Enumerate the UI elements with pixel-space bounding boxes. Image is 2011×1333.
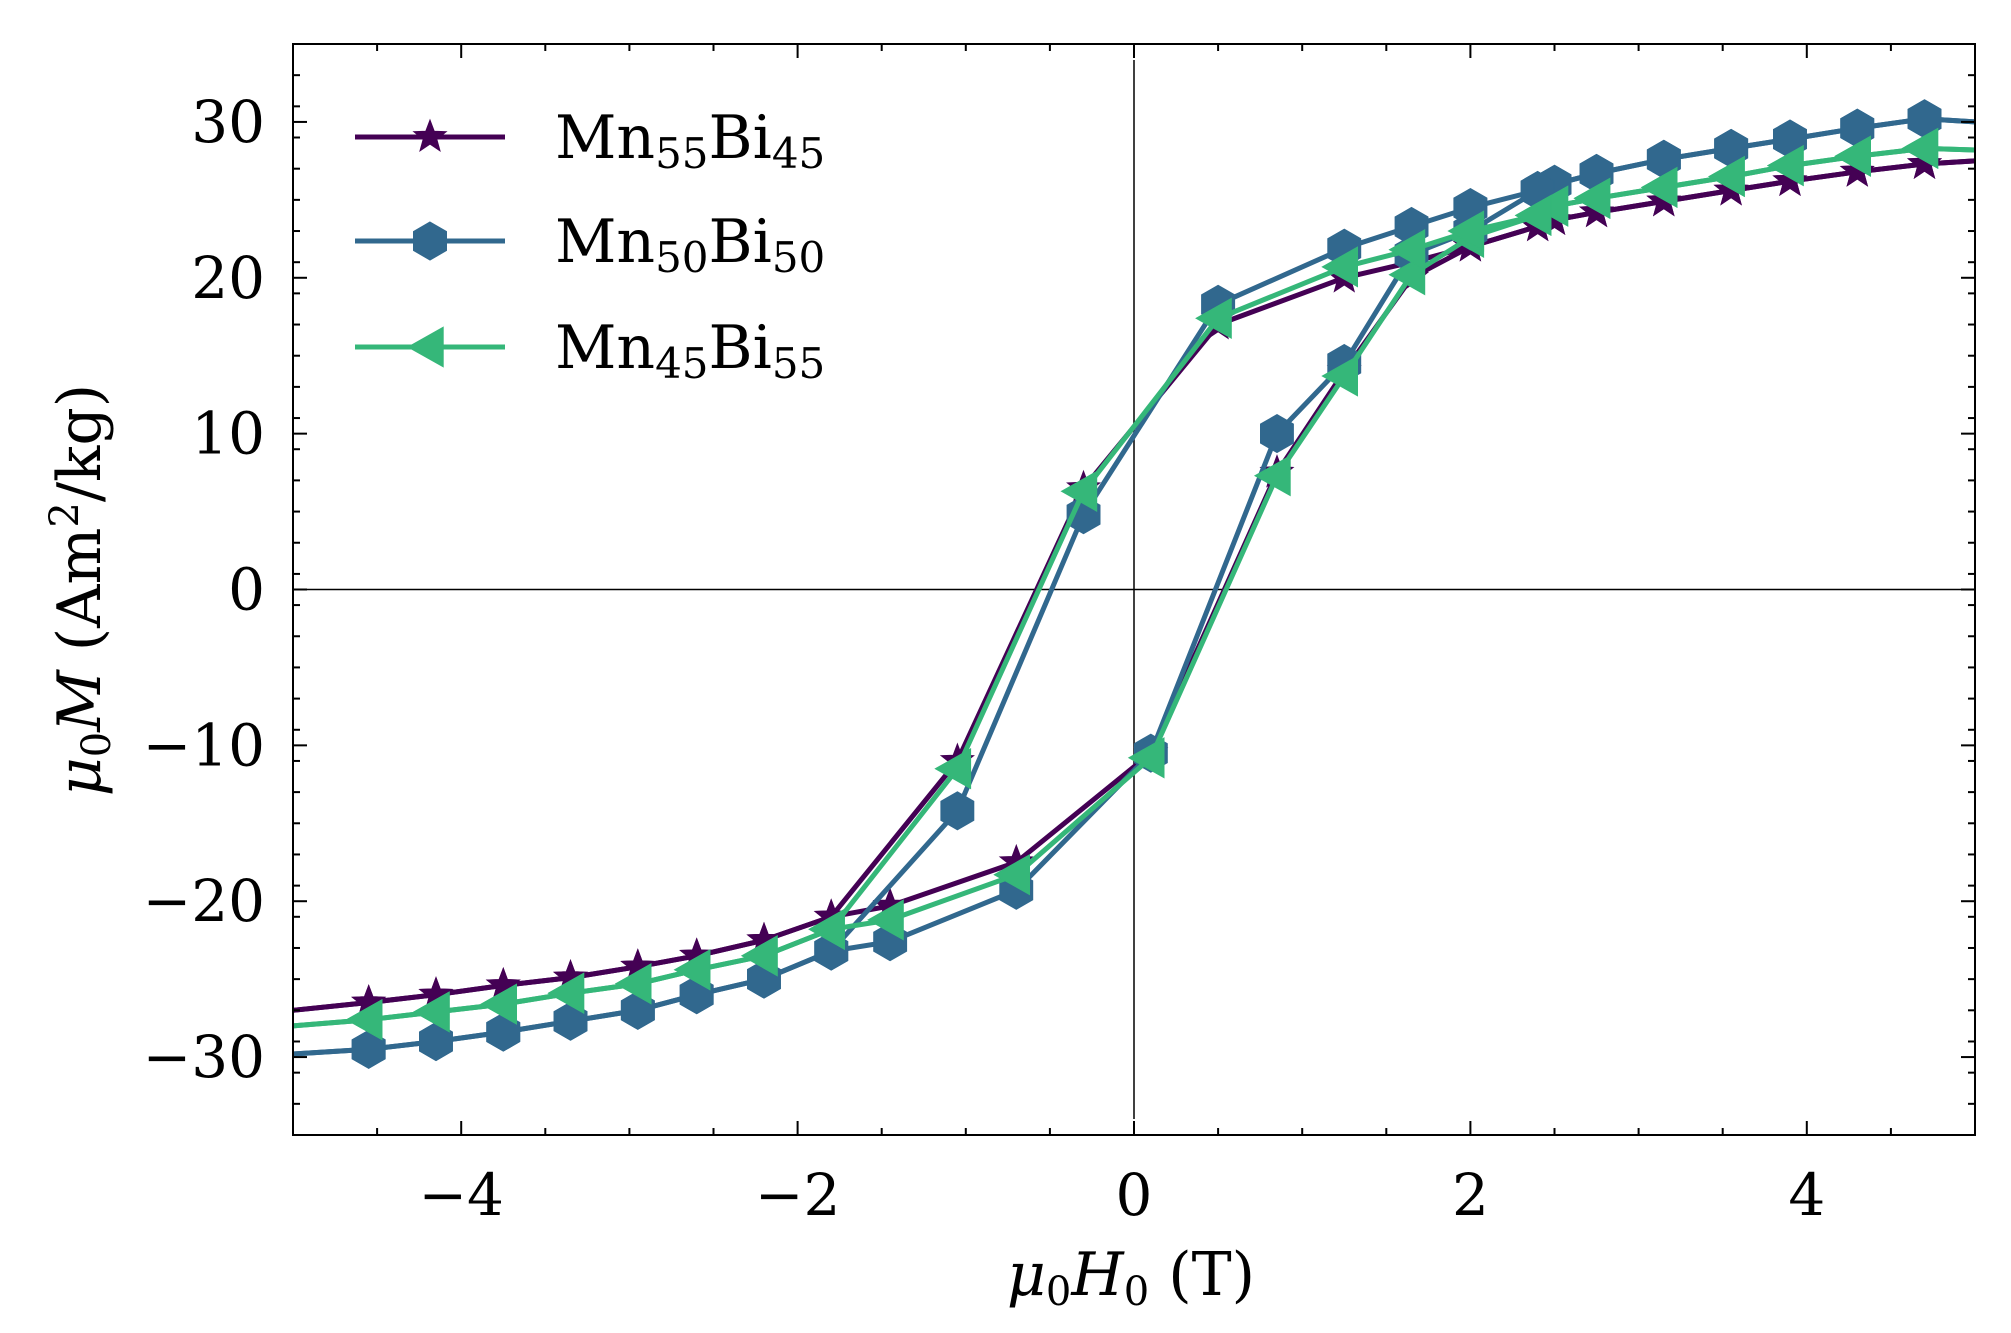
x-axis-label-h: H <box>1070 1240 1125 1310</box>
legend-label-part: Mn <box>555 103 655 173</box>
legend-label-part: Bi <box>709 313 772 383</box>
legend-label-sub: 55 <box>772 339 825 388</box>
data-point-marker <box>740 935 778 977</box>
data-point-marker <box>486 1012 521 1052</box>
data-point-marker <box>480 983 517 1025</box>
x-axis-label-mu: μ <box>1007 1240 1046 1310</box>
series-mn50bi50 <box>292 99 1976 1069</box>
data-point-marker <box>940 791 975 831</box>
x-axis-label: μ0H0 (T) <box>1007 1240 1255 1315</box>
data-point-marker <box>1573 177 1611 219</box>
y-tick-label: 20 <box>191 244 265 312</box>
data-point-marker <box>1766 144 1804 187</box>
data-point-marker <box>867 899 904 941</box>
data-point-marker <box>1060 470 1098 512</box>
data-point-marker <box>1447 210 1485 252</box>
y-tick-label: 10 <box>191 400 265 468</box>
x-tick-label: 2 <box>1452 1161 1489 1229</box>
legend-hexagon-marker <box>413 221 447 261</box>
legend-label-part: Bi <box>709 207 772 277</box>
data-point-marker <box>412 991 450 1033</box>
data-point-marker <box>1388 229 1426 271</box>
legend-marker-shape <box>413 221 447 261</box>
legend-label-part: Mn <box>555 207 655 277</box>
legend-triangle-marker <box>406 326 444 368</box>
plot-area <box>292 43 1976 1136</box>
legend-label-sub: 50 <box>655 233 708 282</box>
y-tick-label: 0 <box>228 556 265 624</box>
x-tick-labels: −4 −2 0 2 4 <box>418 1161 1825 1229</box>
series-mn45bi55 <box>292 127 1976 1041</box>
legend-label-part: Mn <box>555 313 655 383</box>
legend-label-part: Bi <box>709 103 772 173</box>
x-tick-label: −2 <box>755 1161 841 1229</box>
data-point-marker <box>1195 297 1232 339</box>
data-point-marker <box>808 908 845 950</box>
data-point-marker <box>1901 127 1939 170</box>
data-point-marker <box>345 999 383 1041</box>
x-axis-label-unit: (T) <box>1149 1240 1255 1310</box>
zero-guide-lines <box>293 60 1975 1119</box>
legend: Mn55Bi45 Mn50Bi50 Mn45Bi55 <box>355 103 825 388</box>
y-tick-label: 30 <box>191 88 265 156</box>
x-tick-label: 0 <box>1116 1161 1153 1229</box>
y-tick-label: −30 <box>143 1023 265 1091</box>
data-point-marker <box>993 854 1030 896</box>
legend-label-mn45bi55: Mn45Bi55 <box>555 313 825 388</box>
data-point-marker <box>614 963 652 1005</box>
data-point-marker <box>1253 455 1291 497</box>
legend-label-mn55bi45: Mn55Bi45 <box>555 103 825 178</box>
y-axis-label-sub: 0 <box>74 732 120 757</box>
legend-star-marker <box>412 118 448 152</box>
data-point-marker <box>351 1029 386 1069</box>
axis-ticks <box>292 43 1976 1136</box>
y-tick-label: −20 <box>143 867 265 935</box>
legend-marker-shape <box>412 118 448 152</box>
legend-label-sub: 55 <box>655 129 708 178</box>
y-axis-label-sup: 2 <box>42 502 88 527</box>
legend-entry: Mn50Bi50 <box>355 207 825 282</box>
y-axis-label-unit-b: /kg) <box>45 384 115 502</box>
legend-label-sub: 45 <box>655 339 708 388</box>
y-axis-label: μ0M (Am2/kg) <box>42 384 120 796</box>
data-point-marker <box>553 1001 588 1041</box>
legend-entry: Mn45Bi55 <box>355 313 825 388</box>
legend-marker-shape <box>406 326 444 368</box>
data-point-marker <box>1321 246 1358 288</box>
data-point-marker <box>419 1021 453 1062</box>
x-tick-label: 4 <box>1788 1161 1825 1229</box>
data-point-marker <box>1834 135 1871 177</box>
data-point-marker <box>1127 737 1165 779</box>
data-point-marker <box>1260 414 1294 454</box>
series-layer <box>292 99 1976 1069</box>
legend-entry: Mn55Bi45 <box>355 103 825 178</box>
legend-label-sub: 45 <box>772 129 825 178</box>
y-tick-label: −10 <box>143 711 265 779</box>
data-point-marker <box>1708 155 1745 198</box>
data-point-marker <box>673 949 711 991</box>
data-point-marker <box>934 748 972 790</box>
y-axis-label-unit-a: (Am <box>45 528 115 671</box>
x-tick-label: −4 <box>418 1161 504 1229</box>
x-axis-label-sub: 0 <box>1046 1269 1071 1315</box>
data-point-marker <box>1321 355 1358 397</box>
data-point-marker <box>547 972 585 1014</box>
y-axis-label-mu: μ <box>45 757 115 796</box>
x-axis-label-h-sub: 0 <box>1124 1269 1149 1315</box>
data-point-marker <box>1640 166 1678 209</box>
data-point-marker <box>1514 194 1552 237</box>
legend-label-mn50bi50: Mn50Bi50 <box>555 207 825 282</box>
y-tick-labels: −30 −20 −10 0 10 20 30 <box>143 88 265 1091</box>
legend-label-sub: 50 <box>772 233 825 282</box>
y-axis-label-m: M <box>45 669 115 733</box>
